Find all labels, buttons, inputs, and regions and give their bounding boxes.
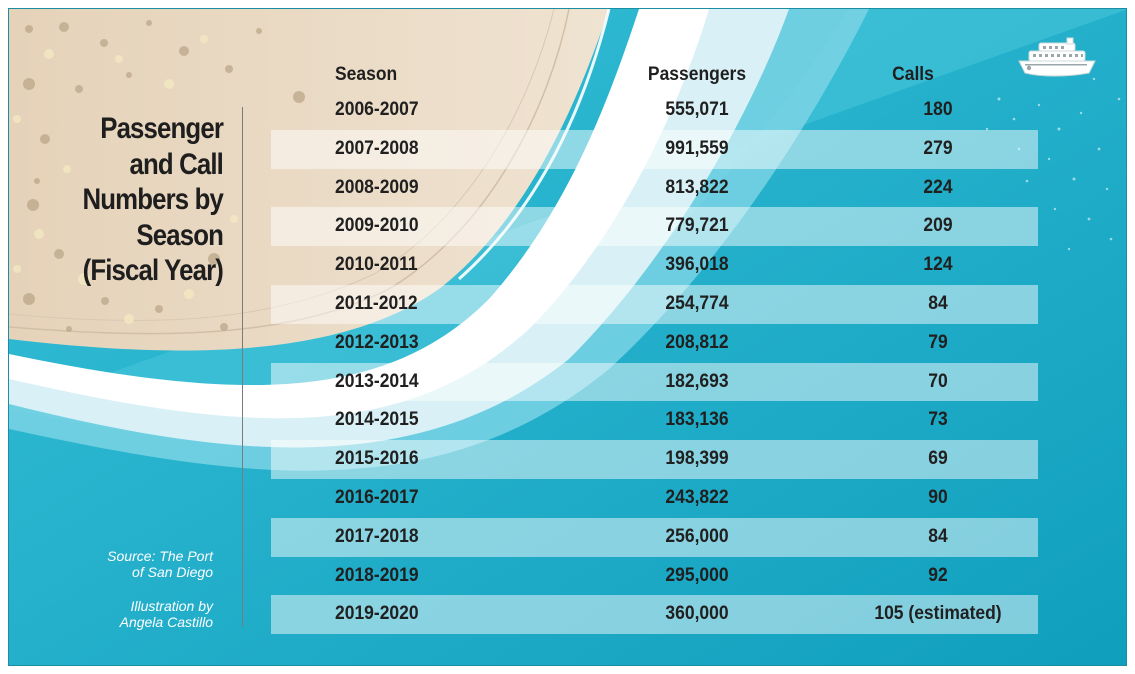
- calls-cell: 105 (estimated): [874, 603, 1002, 625]
- season-cell: 2006-2007: [335, 99, 419, 120]
- season-cell: 2009-2010: [335, 215, 419, 237]
- table-row: 2018-2019 295,000 92: [271, 557, 1038, 596]
- calls-cell: 84: [928, 525, 948, 547]
- season-cell: 2015-2016: [335, 448, 419, 470]
- table-row: 2010-2011 396,018 124: [271, 246, 1038, 285]
- calls-cell: 180: [923, 99, 953, 120]
- data-table: 2006-2007 555,071 180 2007-2008 991,559 279 20…: [271, 91, 1038, 635]
- season-cell: 2016-2017: [335, 486, 419, 508]
- table-row: 2015-2016 198,399 69: [271, 440, 1038, 479]
- calls-cell: 92: [928, 564, 948, 586]
- passengers-cell: 813,822: [665, 176, 729, 198]
- table-row: 2008-2009 813,822 224: [271, 169, 1038, 208]
- passengers-cell: 360,000: [665, 603, 729, 625]
- chart-title: Passenger and Call Numbers by Season (Fi…: [56, 111, 223, 289]
- passengers-cell: 243,822: [665, 486, 729, 508]
- passengers-cell: 396,018: [665, 254, 729, 276]
- title-line: Passenger: [100, 112, 224, 145]
- column-header-calls: Calls: [892, 64, 934, 85]
- title-line: Numbers by: [82, 183, 223, 216]
- calls-cell: 224: [923, 176, 953, 198]
- calls-cell: 279: [923, 137, 953, 159]
- passengers-cell: 295,000: [665, 564, 729, 586]
- calls-cell: 73: [928, 409, 948, 431]
- season-cell: 2011-2012: [335, 292, 418, 314]
- column-header-passengers: Passengers: [647, 64, 747, 85]
- calls-cell: 69: [928, 448, 948, 470]
- passengers-cell: 256,000: [665, 525, 729, 547]
- season-cell: 2007-2008: [335, 137, 419, 159]
- table-row: 2007-2008 991,559 279: [271, 129, 1038, 169]
- season-cell: 2017-2018: [335, 525, 419, 547]
- illustration-credit: Illustration by Angela Castillo: [49, 598, 213, 630]
- passengers-cell: 779,721: [665, 215, 729, 237]
- table-row: 2014-2015 183,136 73: [271, 401, 1038, 440]
- table-row: 2016-2017 243,822 90: [271, 479, 1038, 518]
- calls-cell: 90: [928, 486, 948, 508]
- source-line: Source: The Port: [107, 548, 213, 564]
- passengers-cell: 183,136: [665, 409, 729, 431]
- title-line: Season: [136, 218, 223, 252]
- table-row: 2006-2007 555,071 180: [271, 91, 1038, 130]
- table-row: 2011-2012 254,774 84: [271, 284, 1038, 324]
- season-cell: 2012-2013: [335, 331, 419, 353]
- calls-cell: 70: [928, 370, 948, 392]
- calls-cell: 79: [928, 331, 948, 353]
- infographic-frame: Passenger and Call Numbers by Season (Fi…: [8, 8, 1127, 666]
- season-cell: 2019-2020: [335, 603, 419, 625]
- table-row: 2012-2013 208,812 79: [271, 324, 1038, 363]
- season-cell: 2008-2009: [335, 176, 419, 198]
- table-row: 2019-2020 360,000 105 (estimated): [271, 595, 1038, 635]
- passengers-cell: 991,559: [665, 137, 729, 159]
- season-cell: 2013-2014: [335, 370, 419, 392]
- vertical-divider: [242, 107, 243, 627]
- source-line: of San Diego: [132, 564, 213, 580]
- calls-cell: 209: [923, 215, 953, 237]
- column-header-season: Season: [335, 64, 398, 85]
- passengers-cell: 555,071: [665, 99, 729, 120]
- illustration-line: Illustration by: [130, 598, 213, 614]
- season-cell: 2014-2015: [335, 409, 419, 431]
- source-credit: Source: The Port of San Diego: [49, 548, 213, 580]
- passengers-cell: 254,774: [665, 292, 729, 314]
- illustration-line: Angela Castillo: [119, 614, 213, 630]
- passengers-cell: 208,812: [665, 331, 729, 353]
- calls-cell: 124: [923, 254, 953, 276]
- table-row: 2009-2010 779,721 209: [271, 207, 1038, 247]
- season-cell: 2018-2019: [335, 564, 419, 586]
- title-line: (Fiscal Year): [82, 254, 224, 287]
- table-row: 2017-2018 256,000 84: [271, 517, 1038, 557]
- beach-wave-background: [9, 9, 1126, 665]
- cruise-ship-icon: [1018, 37, 1096, 77]
- title-line: and Call: [129, 147, 224, 181]
- table-row: 2013-2014 182,693 70: [271, 362, 1038, 402]
- season-cell: 2010-2011: [335, 254, 418, 276]
- passengers-cell: 182,693: [665, 370, 729, 392]
- passengers-cell: 198,399: [665, 448, 729, 470]
- calls-cell: 84: [928, 292, 948, 314]
